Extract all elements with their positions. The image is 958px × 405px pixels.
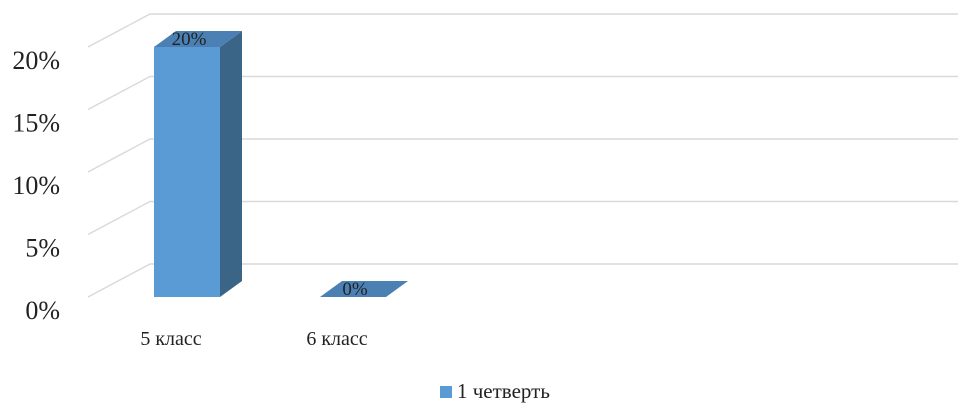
- y-tick-label: 20%: [12, 46, 60, 75]
- bar-side: [220, 31, 242, 297]
- bar-top: [320, 281, 408, 297]
- legend-label: 1 четверть: [457, 379, 550, 403]
- category-label: 6 класс: [306, 328, 367, 350]
- grid-line: [87, 75, 958, 111]
- grid-line: [87, 200, 958, 236]
- category-label: 5 класс: [140, 328, 201, 350]
- bar-top: [154, 31, 242, 47]
- legend-swatch: [440, 386, 452, 398]
- data-labels: 20% 0%: [172, 29, 368, 300]
- grid-lines: [87, 13, 958, 298]
- y-tick-label: 0%: [25, 296, 60, 325]
- bar: [154, 47, 220, 297]
- grid-line: [87, 13, 958, 48]
- grid-line: [87, 263, 958, 298]
- y-tick-label: 5%: [25, 234, 60, 263]
- category-labels: 5 класс 6 класс: [140, 328, 367, 350]
- data-label: 0%: [342, 279, 368, 300]
- y-axis-ticks: 0% 5% 10% 15% 20%: [12, 46, 60, 325]
- bars: [154, 31, 408, 297]
- data-label: 20%: [172, 29, 207, 50]
- grid-line: [87, 138, 958, 173]
- legend: 1 четверть: [440, 379, 550, 403]
- y-tick-label: 15%: [12, 109, 60, 138]
- y-tick-label: 10%: [12, 171, 60, 200]
